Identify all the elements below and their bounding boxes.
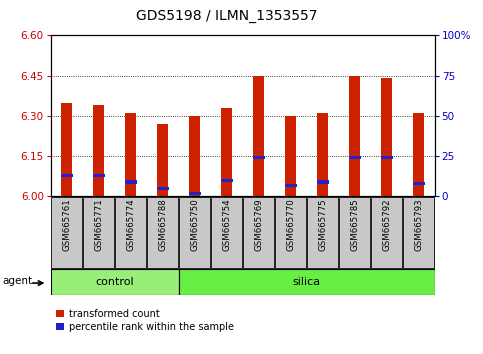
Bar <box>93 174 105 177</box>
Text: GSM665793: GSM665793 <box>414 199 423 251</box>
Bar <box>189 116 200 196</box>
Bar <box>125 113 136 196</box>
Bar <box>307 197 338 268</box>
Bar <box>179 197 210 268</box>
Text: control: control <box>96 277 134 287</box>
Bar <box>84 197 114 268</box>
Text: GDS5198 / ILMN_1353557: GDS5198 / ILMN_1353557 <box>136 9 318 23</box>
Bar <box>253 156 265 159</box>
Bar <box>253 76 264 196</box>
Text: GSM665769: GSM665769 <box>254 199 263 251</box>
Bar <box>413 113 424 196</box>
Bar <box>179 269 435 295</box>
Bar <box>349 156 361 159</box>
Bar <box>157 187 169 190</box>
Bar <box>125 181 137 184</box>
Bar <box>371 197 402 268</box>
Bar <box>189 192 200 195</box>
Text: GSM665775: GSM665775 <box>318 199 327 251</box>
Bar <box>93 105 104 196</box>
Text: GSM665770: GSM665770 <box>286 199 295 251</box>
Bar <box>349 76 360 196</box>
Bar <box>221 179 233 182</box>
Bar <box>212 197 242 268</box>
Text: silica: silica <box>293 277 321 287</box>
Bar <box>317 113 328 196</box>
Bar <box>413 182 425 185</box>
Bar <box>115 197 146 268</box>
Bar <box>285 116 296 196</box>
Text: GSM665750: GSM665750 <box>190 199 199 251</box>
Bar <box>61 174 72 177</box>
Bar <box>147 197 178 268</box>
Bar <box>403 197 434 268</box>
Text: GSM665774: GSM665774 <box>126 199 135 251</box>
Text: GSM665771: GSM665771 <box>94 199 103 251</box>
Bar <box>61 103 72 196</box>
Bar <box>51 197 82 268</box>
Text: GSM665785: GSM665785 <box>350 199 359 251</box>
Bar <box>51 269 179 295</box>
Text: GSM665792: GSM665792 <box>382 199 391 251</box>
Bar <box>285 184 297 187</box>
Text: GSM665761: GSM665761 <box>62 199 71 251</box>
Bar <box>381 78 392 196</box>
Legend: transformed count, percentile rank within the sample: transformed count, percentile rank withi… <box>56 309 234 332</box>
Bar <box>381 156 393 159</box>
Bar <box>243 197 274 268</box>
Text: GSM665754: GSM665754 <box>222 199 231 251</box>
Text: agent: agent <box>2 275 32 286</box>
Bar <box>157 124 168 196</box>
Bar <box>340 197 370 268</box>
Text: GSM665788: GSM665788 <box>158 199 167 251</box>
Bar <box>317 181 328 184</box>
Bar <box>275 197 306 268</box>
Bar <box>221 108 232 196</box>
